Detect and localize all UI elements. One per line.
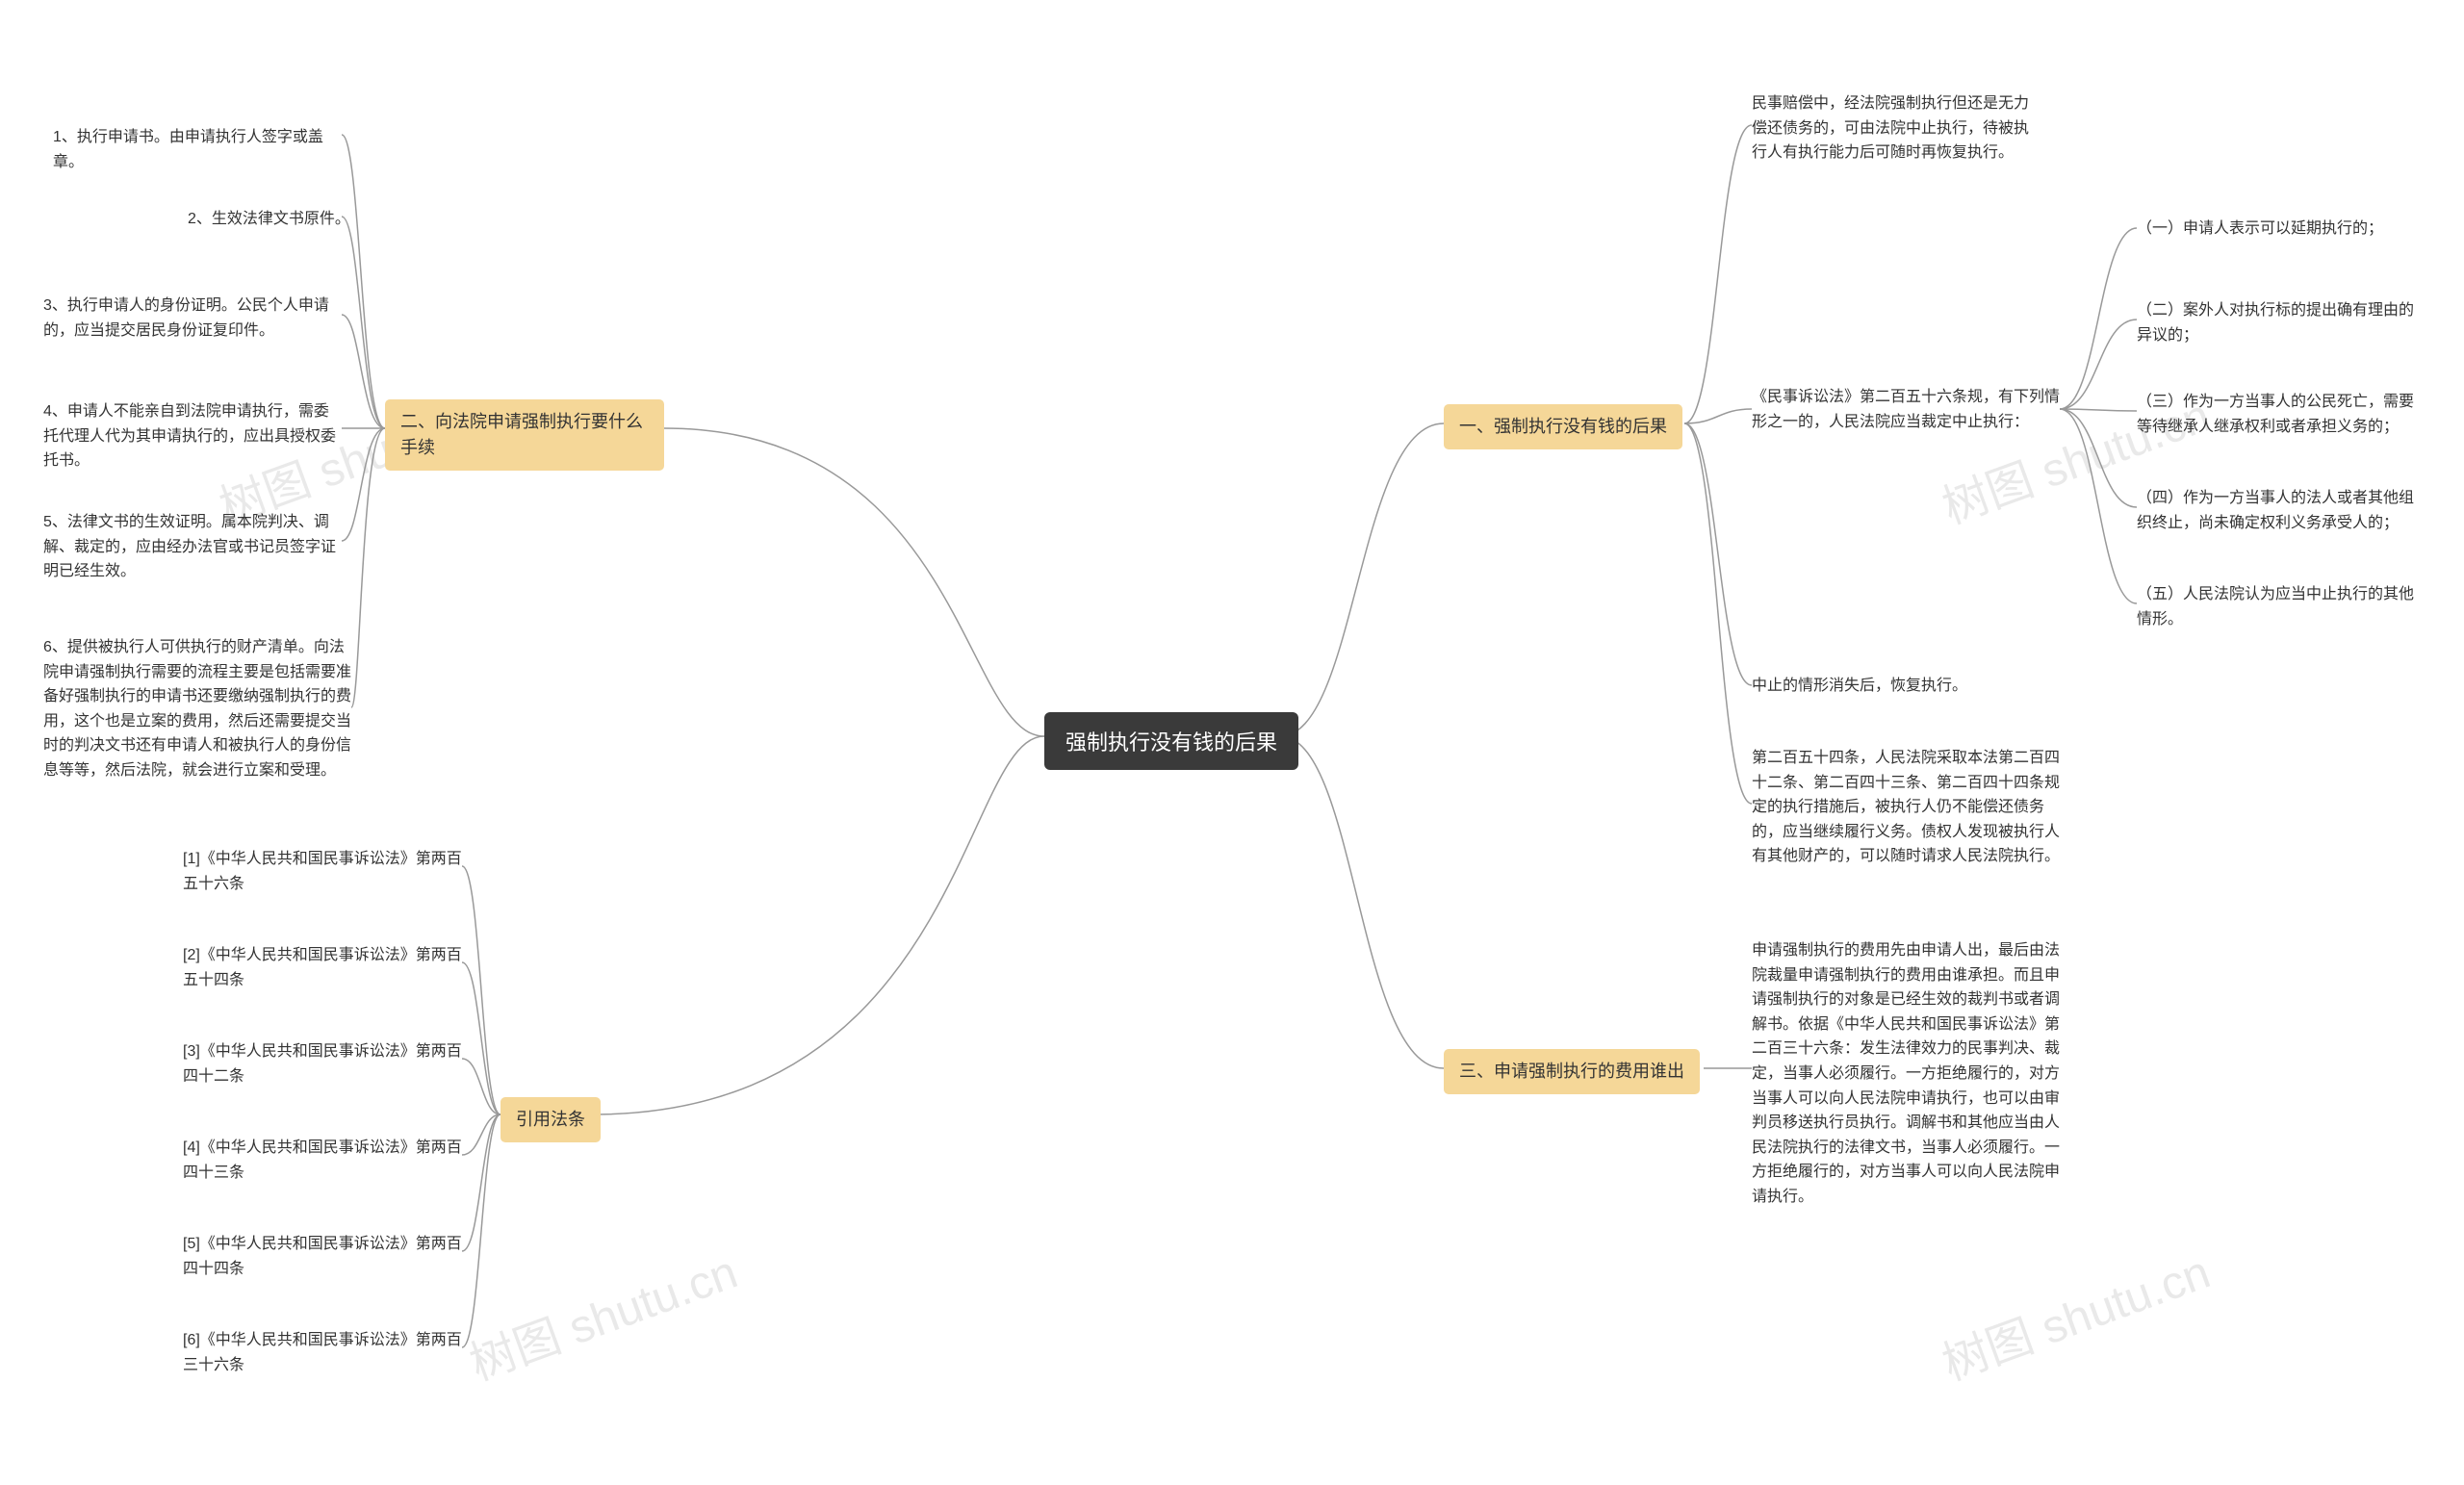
leaf-node: （五）人民法院认为应当中止执行的其他情形。: [2137, 582, 2426, 631]
branch-node-2[interactable]: 二、向法院申请强制执行要什么手续: [385, 399, 664, 471]
leaf-node: [6]《中华人民共和国民事诉讼法》第两百三十六条: [183, 1328, 462, 1377]
leaf-node: 4、申请人不能亲自到法院申请执行，需委托代理人代为其申请执行的，应出具授权委托书…: [43, 399, 342, 474]
branch-node-3[interactable]: 三、申请强制执行的费用谁出: [1444, 1049, 1700, 1094]
leaf-node: [3]《中华人民共和国民事诉讼法》第两百四十二条: [183, 1039, 462, 1088]
leaf-node: 6、提供被执行人可供执行的财产清单。向法院申请强制执行需要的流程主要是包括需要准…: [43, 635, 351, 783]
leaf-node: 第二百五十四条，人民法院采取本法第二百四十二条、第二百四十三条、第二百四十四条规…: [1752, 746, 2060, 869]
leaf-node: 5、法律文书的生效证明。属本院判决、调解、裁定的，应由经办法官或书记员签字证明已…: [43, 510, 342, 584]
leaf-node: 2、生效法律文书原件。: [188, 207, 350, 232]
leaf-node: （四）作为一方当事人的法人或者其他组织终止，尚未确定权利义务承受人的；: [2137, 486, 2426, 535]
branch-node-1[interactable]: 一、强制执行没有钱的后果: [1444, 404, 1682, 449]
leaf-node: 中止的情形消失后，恢复执行。: [1752, 674, 1967, 699]
branch-node-4[interactable]: 引用法条: [500, 1097, 601, 1142]
watermark: 树图 shutu.cn: [459, 1234, 745, 1393]
leaf-node: 3、执行申请人的身份证明。公民个人申请的，应当提交居民身份证复印件。: [43, 294, 342, 343]
root-node[interactable]: 强制执行没有钱的后果: [1044, 712, 1298, 770]
leaf-node: 民事赔偿中，经法院强制执行但还是无力偿还债务的，可由法院中止执行，待被执行人有执…: [1752, 91, 2040, 166]
leaf-node: [5]《中华人民共和国民事诉讼法》第两百四十四条: [183, 1232, 462, 1281]
watermark: 树图 shutu.cn: [1932, 1234, 2218, 1393]
leaf-node: （三）作为一方当事人的公民死亡，需要等待继承人继承权利或者承担义务的；: [2137, 390, 2426, 439]
leaf-node: （一）申请人表示可以延期执行的；: [2137, 217, 2383, 242]
leaf-node: [1]《中华人民共和国民事诉讼法》第两百五十六条: [183, 847, 462, 896]
leaf-node: 《民事诉讼法》第二百五十六条规，有下列情形之一的，人民法院应当裁定中止执行：: [1752, 385, 2060, 434]
leaf-node: 1、执行申请书。由申请执行人签字或盖章。: [53, 125, 342, 174]
leaf-node: 申请强制执行的费用先由申请人出，最后由法院裁量申请强制执行的费用由谁承担。而且申…: [1752, 938, 2060, 1210]
leaf-node: [4]《中华人民共和国民事诉讼法》第两百四十三条: [183, 1136, 462, 1185]
leaf-node: （二）案外人对执行标的提出确有理由的异议的；: [2137, 298, 2426, 347]
leaf-node: [2]《中华人民共和国民事诉讼法》第两百五十四条: [183, 943, 462, 992]
